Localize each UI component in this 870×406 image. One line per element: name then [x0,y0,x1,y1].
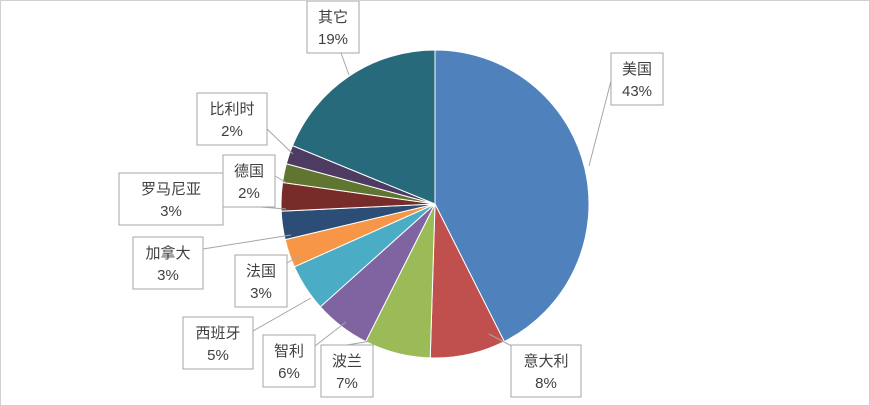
data-label-6: 加拿大 3% [132,236,204,290]
data-label-value-9: 2% [221,123,243,140]
data-label-7: 罗马尼亚 3% [118,172,224,226]
data-label-box-1 [510,344,582,398]
leader-line-9 [266,128,294,155]
pie-slices [280,49,590,359]
data-label-9: 比利时 2% [196,92,268,146]
data-label-1: 意大利 8% [510,344,582,398]
data-label-box-5 [234,254,288,308]
data-label-name-9: 比利时 [209,101,254,118]
data-label-name-2: 波兰 [332,353,362,370]
data-label-name-5: 法国 [246,263,276,280]
data-label-3: 智利 6% [262,334,316,388]
data-label-value-0: 43% [622,83,652,100]
data-label-value-1: 8% [535,375,557,392]
data-label-name-8: 德国 [234,162,264,180]
data-label-box-3 [262,334,316,388]
leader-line-5 [286,255,300,264]
data-label-value-10: 19% [318,31,348,48]
data-label-box-4 [182,316,254,370]
data-label-value-8: 2% [238,185,260,202]
data-label-name-6: 加拿大 [145,244,190,262]
data-label-box-0 [610,52,664,106]
leader-line-0 [588,80,612,167]
data-label-value-7: 3% [160,203,182,220]
leader-line-8 [274,175,288,184]
data-label-value-4: 5% [207,347,229,364]
leader-line-10 [340,52,350,76]
leader-line-4 [252,297,312,332]
data-label-2: 波兰 7% [320,344,374,398]
data-label-name-3: 智利 [274,342,304,360]
leader-line-2 [346,340,372,346]
data-label-value-2: 7% [336,375,358,392]
pie-slice-10 [291,49,436,205]
data-label-4: 西班牙 5% [182,316,254,370]
pie-slice-0 [434,49,590,343]
leader-line-6 [202,234,292,250]
data-label-box-6 [132,236,204,290]
data-labels: 美国 43% 意大利 8% 波兰 7% 智利 6% 西班牙 5% 法国 3% 加拿大 3% 罗马尼亚 3% 德国… [118,1,664,398]
data-label-value-6: 3% [157,267,179,284]
leader-line-3 [314,321,347,347]
data-label-name-1: 意大利 [523,352,568,370]
data-label-name-7: 罗马尼亚 [141,181,201,198]
data-label-box-10 [306,1,360,54]
data-label-value-5: 3% [250,285,272,302]
data-label-box-9 [196,92,268,146]
data-label-name-4: 西班牙 [195,325,240,342]
data-label-box-7 [118,172,224,226]
data-label-8: 德国 2% [222,154,276,208]
leader-lines [202,52,612,352]
data-label-value-3: 6% [278,365,300,382]
data-label-box-8 [222,154,276,208]
data-label-5: 法国 3% [234,254,288,308]
data-label-0: 美国 43% [610,52,664,106]
data-label-name-0: 美国 [622,61,652,78]
data-label-box-2 [320,344,374,398]
data-label-10: 其它 19% [306,1,360,54]
data-label-name-10: 其它 [318,8,348,26]
